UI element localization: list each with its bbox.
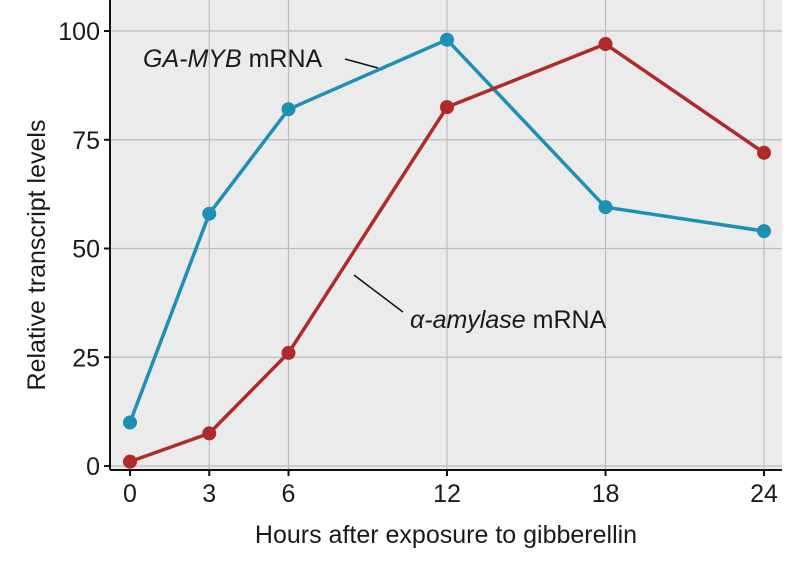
y-tick-label: 25 xyxy=(72,344,100,372)
y-tick-label: 100 xyxy=(58,18,100,46)
alpha-amylase-leader-line xyxy=(353,274,404,313)
x-tick-label: 12 xyxy=(433,480,461,508)
y-axis-title: Relative transcript levels xyxy=(23,120,51,391)
alpha-amylase-label-rest: mRNA xyxy=(526,306,607,334)
tick-labels: 0 25 50 75 100 0 3 6 12 18 24 xyxy=(58,18,778,508)
alpha-amylase-series-line xyxy=(129,42,765,464)
axes xyxy=(104,0,782,476)
alpha-amylase-data-point xyxy=(123,454,137,469)
y-tick-label: 75 xyxy=(72,127,100,155)
alpha-amylase-label-italic: α-amylase xyxy=(410,306,526,334)
x-tick-label: 0 xyxy=(123,480,137,508)
label-leader-lines xyxy=(344,58,404,313)
alpha-amylase-data-point xyxy=(757,145,771,160)
ga-myb-series-line xyxy=(128,37,765,424)
x-tick-label: 18 xyxy=(592,480,620,508)
ga-myb-series-label: GA-MYB mRNA xyxy=(143,45,323,73)
ga-myb-data-point xyxy=(598,200,613,215)
alpha-amylase-data-point xyxy=(440,100,454,115)
ga-myb-data-point xyxy=(757,224,771,239)
plot-area xyxy=(110,0,782,470)
ga-myb-label-rest: mRNA xyxy=(242,45,323,73)
x-axis-title: Hours after exposure to gibberellin xyxy=(255,521,637,549)
alpha-amylase-data-point xyxy=(281,345,296,360)
series-lines xyxy=(128,37,765,464)
alpha-amylase-data-point xyxy=(202,426,217,441)
ga-myb-data-point xyxy=(281,102,296,117)
alpha-amylase-series-label: α-amylase mRNA xyxy=(410,306,607,334)
y-tick-label: 0 xyxy=(86,453,100,481)
series-points xyxy=(123,32,771,469)
x-tick-label: 6 xyxy=(282,480,296,508)
ga-myb-label-italic: GA-MYB xyxy=(143,45,242,73)
ga-myb-data-point xyxy=(440,32,454,47)
y-tick-label: 50 xyxy=(72,236,100,264)
alpha-amylase-data-point xyxy=(598,37,613,52)
x-tick-label: 3 xyxy=(202,480,216,508)
ga-myb-leader-line xyxy=(344,58,379,69)
ga-myb-data-point xyxy=(202,206,217,221)
x-tick-label: 24 xyxy=(750,480,778,508)
ga-myb-data-point xyxy=(123,415,137,430)
